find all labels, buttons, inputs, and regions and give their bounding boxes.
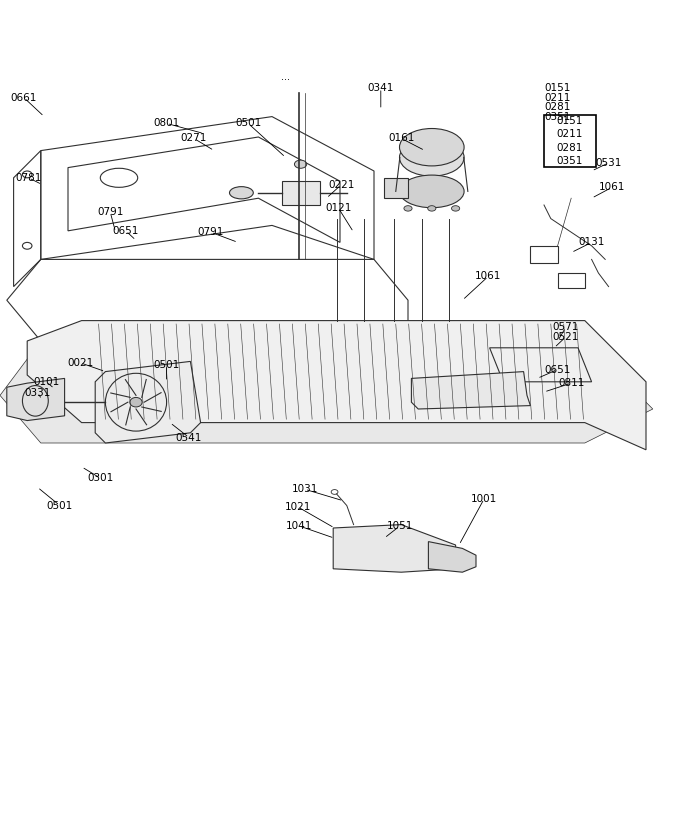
Polygon shape bbox=[95, 362, 201, 443]
Text: ...: ... bbox=[281, 72, 290, 82]
Text: 0101: 0101 bbox=[33, 377, 59, 387]
Text: 1061: 1061 bbox=[475, 272, 501, 281]
Polygon shape bbox=[7, 379, 65, 420]
Polygon shape bbox=[411, 371, 530, 409]
Text: 1001: 1001 bbox=[471, 494, 497, 504]
Text: 0651: 0651 bbox=[113, 226, 139, 236]
Text: 0501: 0501 bbox=[154, 360, 180, 370]
Text: 0221: 0221 bbox=[328, 180, 354, 190]
Polygon shape bbox=[333, 524, 456, 573]
Text: 0661: 0661 bbox=[11, 92, 37, 102]
Ellipse shape bbox=[428, 205, 436, 211]
Polygon shape bbox=[27, 321, 646, 450]
Polygon shape bbox=[428, 542, 476, 573]
Ellipse shape bbox=[130, 398, 142, 407]
Text: 0151: 0151 bbox=[545, 83, 571, 93]
Polygon shape bbox=[282, 182, 320, 205]
Text: 0281: 0281 bbox=[545, 102, 571, 112]
Text: 0501: 0501 bbox=[47, 501, 73, 510]
Text: 0801: 0801 bbox=[154, 119, 180, 128]
Text: 0271: 0271 bbox=[181, 133, 207, 143]
Text: 0811: 0811 bbox=[558, 378, 584, 389]
Text: 0211: 0211 bbox=[545, 92, 571, 102]
Polygon shape bbox=[384, 178, 408, 198]
Text: 0331: 0331 bbox=[24, 388, 50, 398]
Text: 0301: 0301 bbox=[88, 474, 114, 483]
Text: 1021: 1021 bbox=[285, 502, 311, 512]
Text: 0121: 0121 bbox=[326, 204, 352, 213]
Ellipse shape bbox=[400, 139, 464, 176]
Ellipse shape bbox=[452, 205, 460, 211]
Text: 0131: 0131 bbox=[579, 237, 605, 247]
Text: 1041: 1041 bbox=[286, 521, 312, 531]
Text: 1061: 1061 bbox=[599, 182, 625, 192]
Ellipse shape bbox=[229, 187, 253, 199]
Text: 0651: 0651 bbox=[545, 365, 571, 375]
Ellipse shape bbox=[294, 160, 307, 169]
Polygon shape bbox=[0, 341, 653, 443]
Text: 0781: 0781 bbox=[16, 173, 41, 182]
Text: 0521: 0521 bbox=[553, 332, 579, 342]
Text: 0531: 0531 bbox=[596, 158, 622, 168]
Text: 0791: 0791 bbox=[198, 227, 224, 237]
Text: 0791: 0791 bbox=[97, 207, 123, 217]
Ellipse shape bbox=[404, 205, 412, 211]
Text: 1031: 1031 bbox=[292, 484, 318, 494]
Text: 0151
0211
0281
0351: 0151 0211 0281 0351 bbox=[557, 116, 583, 166]
Text: 0021: 0021 bbox=[67, 357, 93, 368]
Text: 0161: 0161 bbox=[388, 133, 414, 143]
Text: 0351: 0351 bbox=[545, 111, 571, 122]
Text: 0501: 0501 bbox=[235, 119, 261, 128]
Text: 0571: 0571 bbox=[553, 322, 579, 332]
Text: 0541: 0541 bbox=[176, 433, 202, 443]
Text: 0341: 0341 bbox=[368, 83, 394, 93]
Ellipse shape bbox=[400, 175, 464, 208]
Text: 1051: 1051 bbox=[387, 521, 413, 531]
Ellipse shape bbox=[400, 128, 464, 166]
